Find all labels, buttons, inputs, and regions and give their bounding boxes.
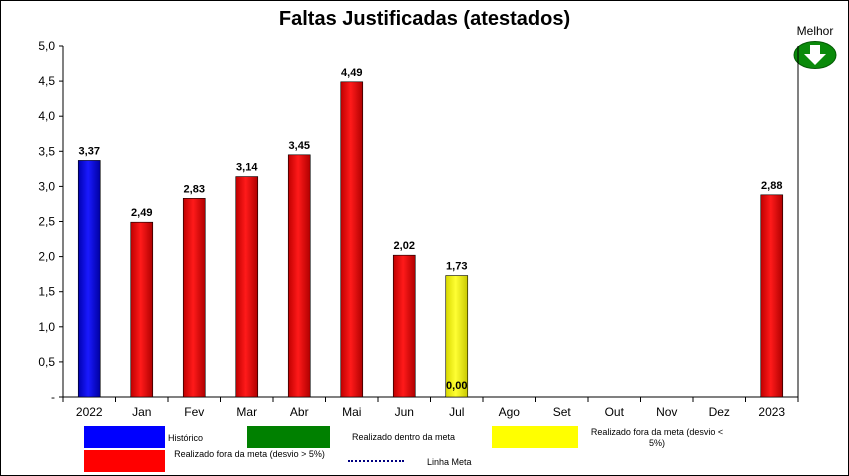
data-label: 3,37 [79, 145, 100, 157]
y-tick-label: 5,0 [38, 39, 55, 53]
data-labels: 3,37 2,49 2,83 3,14 3,45 4,49 2,02 1,73 2,88 0,00 [79, 67, 783, 392]
x-tick-label: Ago [499, 405, 521, 419]
y-tick-label: 4,5 [38, 74, 55, 88]
y-tick-label: 1,5 [38, 285, 55, 299]
y-tick-label: - [51, 390, 55, 404]
y-tick-label: 1,0 [38, 320, 55, 334]
x-tick-label: Nov [656, 405, 677, 419]
y-tick-label: 0,5 [38, 355, 55, 369]
data-label-zero: 0,00 [446, 380, 467, 392]
x-tick-label: Fev [184, 405, 204, 419]
bar-jul [445, 275, 469, 398]
x-tick-label: Jul [449, 405, 464, 419]
y-tick-label: 4,0 [38, 109, 55, 123]
x-tick-label: 2022 [76, 405, 103, 419]
y-tick-label: 2,5 [38, 215, 55, 229]
bar-jun [392, 254, 416, 398]
data-label: 3,14 [236, 162, 258, 174]
bar-mai [340, 81, 364, 398]
x-tick-label: Mar [236, 405, 257, 419]
x-tick-label: Abr [290, 405, 309, 419]
better-direction-label: Melhor [796, 24, 834, 38]
y-tick-label: 3,5 [38, 144, 55, 158]
bar-chart: - 0,5 1,0 1,5 2,0 2,5 3,0 3,5 4,0 4,5 5,0 2022 Jan Fe… [38, 39, 799, 419]
x-tick-label: Mai [342, 405, 361, 419]
x-tick-label: Jun [395, 405, 414, 419]
data-label: 4,49 [341, 67, 362, 79]
down-arrow-icon [793, 41, 837, 69]
y-tick-label: 3,0 [38, 179, 55, 193]
bar-jan [130, 221, 154, 398]
data-label: 2,88 [761, 180, 782, 192]
bar-2023 [760, 194, 784, 398]
x-tick-label: Jan [132, 405, 151, 419]
x-tick-label: 2023 [758, 405, 785, 419]
data-label: 2,02 [394, 240, 415, 252]
y-tick-label: 2,0 [38, 250, 55, 264]
bar-series [77, 81, 784, 398]
bar-fev [182, 198, 206, 398]
data-label: 2,49 [131, 207, 152, 219]
chart-title: Faltas Justificadas (atestados) [278, 8, 571, 30]
chart-axes: - 0,5 1,0 1,5 2,0 2,5 3,0 3,5 4,0 4,5 5,0 2022 Jan Fe… [38, 39, 799, 419]
bar-abr [287, 154, 311, 398]
bar-mar [235, 176, 259, 398]
x-tick-label: Out [605, 405, 625, 419]
data-label: 2,83 [184, 183, 205, 195]
bar-2022 [77, 160, 101, 398]
data-label: 1,73 [446, 261, 467, 273]
data-label: 3,45 [289, 140, 310, 152]
x-tick-label: Dez [709, 405, 730, 419]
x-tick-label: Set [553, 405, 572, 419]
